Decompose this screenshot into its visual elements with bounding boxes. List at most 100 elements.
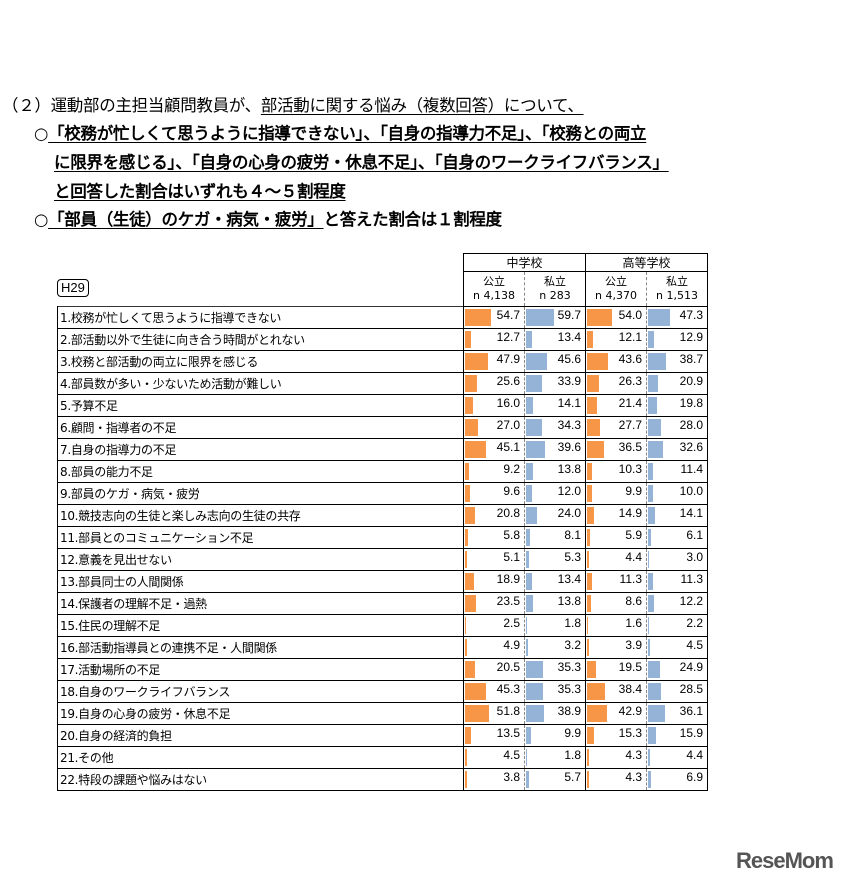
bar: [465, 441, 487, 458]
bar: [587, 353, 608, 370]
data-label: 27.7: [618, 418, 642, 432]
data-label: 6.9: [686, 770, 703, 784]
bar: [587, 485, 592, 502]
value-cell: 12.1: [585, 328, 647, 351]
bar: [648, 573, 654, 590]
data-label: 4.3: [625, 748, 642, 762]
table-row: 5.予算不足 16.0 14.1 21.4 19.8: [57, 394, 708, 417]
data-label: 35.3: [557, 682, 581, 696]
row-label: 15.住民の理解不足: [57, 614, 464, 637]
row-label: 17.活動場所の不足: [57, 658, 464, 681]
bar: [526, 727, 531, 744]
data-label: 12.9: [679, 330, 703, 344]
bullet-1-line-3: と回答した割合はいずれも４～５割程度: [54, 182, 346, 201]
table-row: 19.自身の心身の疲労・休息不足 51.8 38.9 42.9 36.1: [57, 702, 708, 725]
column-header: 私立 n 283: [524, 271, 586, 307]
bar: [648, 595, 654, 612]
bar: [587, 375, 600, 392]
bar: [526, 705, 545, 722]
column-n: n 283: [539, 289, 571, 302]
row-label: 10.競技志向の生徒と楽しみ志向の生徒の共存: [57, 504, 464, 527]
bar: [587, 463, 592, 480]
bar: [526, 375, 542, 392]
value-cell: 20.5: [463, 658, 525, 681]
value-cell: 54.0: [585, 306, 647, 329]
data-label: 20.9: [679, 374, 703, 388]
data-label: 8.6: [625, 594, 642, 608]
data-label: 3.0: [686, 550, 703, 564]
bar: [465, 397, 473, 414]
bar: [587, 683, 605, 700]
bar: [648, 639, 651, 656]
row-label: 9.部員のケガ・病気・疲労: [57, 482, 464, 505]
data-label: 28.5: [679, 682, 703, 696]
bar: [587, 617, 588, 634]
data-label: 11.4: [680, 462, 703, 476]
bar: [526, 639, 528, 656]
bar: [648, 661, 660, 678]
bar: [465, 661, 475, 678]
table-row: 20.自身の経済的負担 13.5 9.9 15.3 15.9: [57, 724, 708, 747]
bar: [648, 419, 662, 436]
value-cell: 4.9: [463, 636, 525, 659]
data-label: 19.8: [679, 396, 703, 410]
value-cell: 6.1: [646, 526, 708, 549]
value-cell: 59.7: [524, 306, 586, 329]
bar: [465, 331, 471, 348]
value-cell: 23.5: [463, 592, 525, 615]
results-table: 中学校 高等学校 公立 n 4,138 私立 n 283 公立 n 4,370 私立 n 1,…: [57, 253, 708, 791]
table-row: 17.活動場所の不足 20.5 35.3 19.5 24.9: [57, 658, 708, 681]
heading-line-1: （２）運動部の主担当顧問教員が、部活動に関する悩み（複数回答）について、: [2, 92, 584, 116]
value-cell: 47.3: [646, 306, 708, 329]
value-cell: 28.0: [646, 416, 708, 439]
value-cell: 16.0: [463, 394, 525, 417]
column-label: 私立: [666, 275, 688, 288]
bar: [465, 309, 491, 326]
bar: [587, 595, 591, 612]
data-label: 15.3: [618, 726, 642, 740]
bar: [465, 507, 475, 524]
bar: [526, 749, 527, 766]
data-label: 54.7: [496, 308, 520, 322]
bar: [648, 463, 654, 480]
bar: [648, 507, 655, 524]
value-cell: 12.9: [646, 328, 708, 351]
data-label: 21.4: [618, 396, 642, 410]
value-cell: 26.3: [585, 372, 647, 395]
bullet-2-text: と答えた割合は１割程度: [323, 210, 503, 229]
value-cell: 51.8: [463, 702, 525, 725]
row-label: 22.特段の課題や悩みはない: [57, 768, 464, 791]
bar: [587, 309, 613, 326]
value-cell: 36.5: [585, 438, 647, 461]
data-label: 12.7: [496, 330, 520, 344]
bar: [465, 705, 490, 722]
table-row: 6.顧問・指導者の不足 27.0 34.3 27.7 28.0: [57, 416, 708, 439]
data-label: 38.4: [618, 682, 642, 696]
value-cell: 54.7: [463, 306, 525, 329]
bar: [465, 375, 477, 392]
bar: [526, 353, 548, 370]
table-row: 7.自身の指導力の不足 45.1 39.6 36.5 32.6: [57, 438, 708, 461]
bar: [587, 507, 594, 524]
bar: [526, 397, 533, 414]
bar: [465, 771, 467, 788]
value-cell: 1.8: [524, 614, 586, 637]
bar: [648, 309, 671, 326]
row-label: 16.部活動指導員との連携不足・人間関係: [57, 636, 464, 659]
value-cell: 9.2: [463, 460, 525, 483]
heading-topic: 部活動に関する悩み（複数回答）について、: [260, 96, 584, 115]
table-row: 9.部員のケガ・病気・疲労 9.6 12.0 9.9 10.0: [57, 482, 708, 505]
data-label: 38.9: [557, 704, 581, 718]
data-label: 16.0: [496, 396, 520, 410]
value-cell: 38.7: [646, 350, 708, 373]
data-label: 24.0: [557, 506, 581, 520]
value-cell: 10.0: [646, 482, 708, 505]
data-label: 5.3: [564, 550, 581, 564]
data-label: 18.9: [496, 572, 520, 586]
data-label: 19.5: [618, 660, 642, 674]
data-label: 27.0: [496, 418, 520, 432]
data-label: 20.5: [496, 660, 520, 674]
bar: [648, 353, 667, 370]
data-label: 5.1: [503, 550, 520, 564]
table-row: 21.その他 4.5 1.8 4.3 4.4: [57, 746, 708, 769]
